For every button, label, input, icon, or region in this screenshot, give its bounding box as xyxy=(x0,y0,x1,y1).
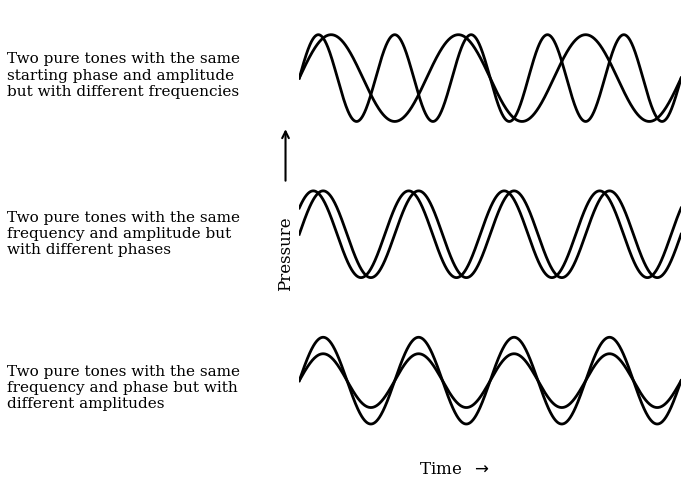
Text: Two pure tones with the same
frequency and phase but with
different amplitudes: Two pure tones with the same frequency a… xyxy=(7,365,240,411)
Text: Time  $\rightarrow$: Time $\rightarrow$ xyxy=(418,461,490,478)
Text: Two pure tones with the same
starting phase and amplitude
but with different fre: Two pure tones with the same starting ph… xyxy=(7,52,240,99)
Text: Two pure tones with the same
frequency and amplitude but
with different phases: Two pure tones with the same frequency a… xyxy=(7,211,240,258)
Text: Pressure: Pressure xyxy=(277,217,294,291)
